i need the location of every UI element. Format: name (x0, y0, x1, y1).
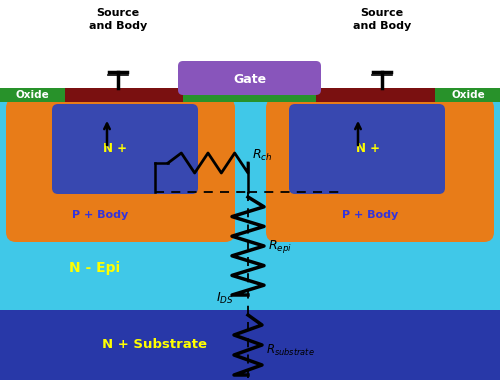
Text: $R_{ch}$: $R_{ch}$ (252, 147, 272, 163)
Text: N - Epi: N - Epi (70, 261, 120, 275)
FancyBboxPatch shape (52, 104, 198, 194)
Text: P + Body: P + Body (342, 210, 398, 220)
Text: P + Body: P + Body (72, 210, 128, 220)
Bar (0, 88, 500, 102)
Text: N + Substrate: N + Substrate (102, 338, 208, 350)
FancyBboxPatch shape (6, 98, 235, 242)
Text: Source
and Body: Source and Body (89, 8, 147, 31)
FancyBboxPatch shape (266, 98, 494, 242)
Bar (0, 310, 500, 380)
FancyBboxPatch shape (178, 61, 321, 95)
FancyBboxPatch shape (289, 104, 445, 194)
Text: Gate: Gate (233, 73, 266, 85)
Text: Source
and Body: Source and Body (353, 8, 411, 31)
Text: Oxide: Oxide (451, 90, 485, 100)
Bar (183, 88, 316, 102)
Text: $R_{epi}$: $R_{epi}$ (268, 238, 292, 254)
Bar (435, 88, 500, 102)
Text: Oxide: Oxide (15, 90, 49, 100)
Text: N +: N + (103, 142, 127, 154)
Text: N +: N + (356, 142, 380, 154)
Text: $I_{DS}$: $I_{DS}$ (216, 290, 234, 305)
Text: $R_{substrate}$: $R_{substrate}$ (266, 343, 314, 358)
Bar (0, 88, 65, 102)
Bar (0, 102, 500, 310)
